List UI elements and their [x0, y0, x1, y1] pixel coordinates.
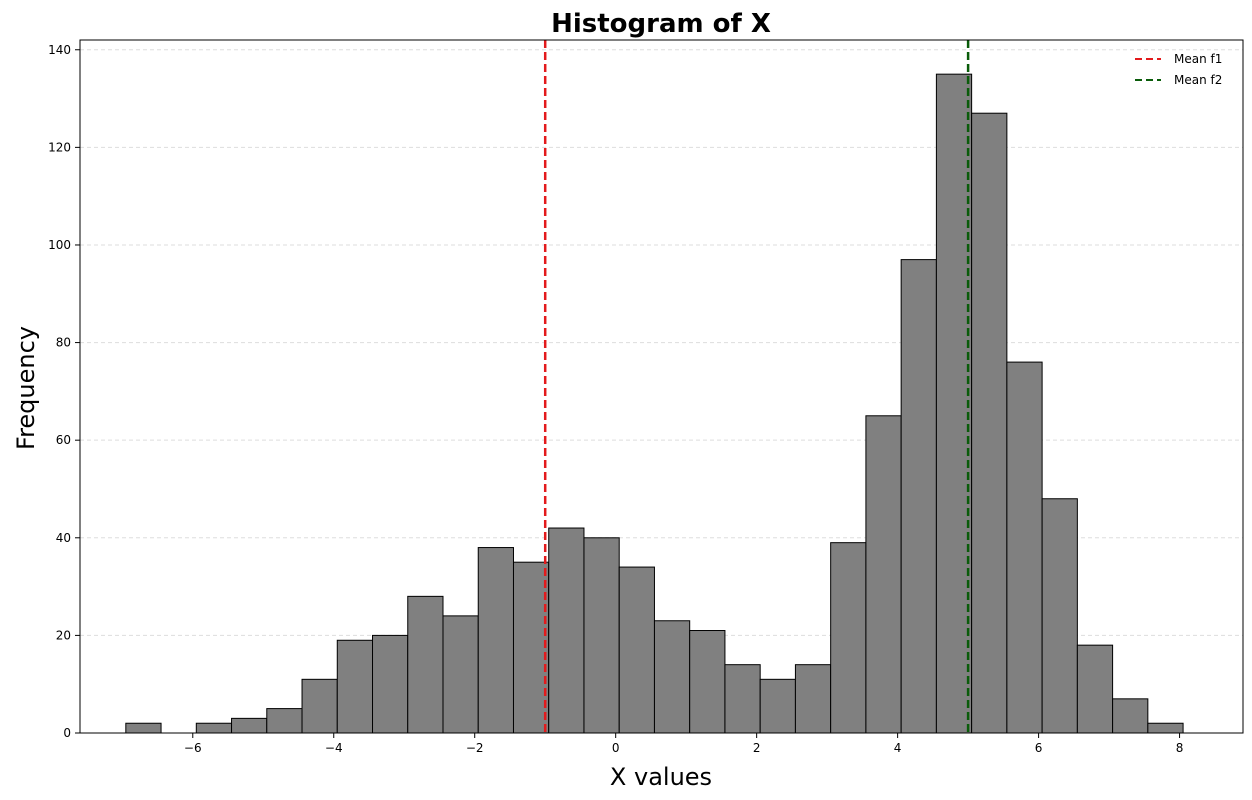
histogram-bar [1147, 722, 1184, 734]
x-axis-ticks: −6 −4 −2 0 2 4 6 8 [184, 733, 1183, 755]
y-tick-label: 80 [56, 336, 71, 350]
y-tick-label: 0 [63, 726, 71, 740]
x-tick-label: −4 [325, 741, 343, 755]
histogram-bar [1112, 698, 1149, 734]
x-tick-label: −2 [466, 741, 484, 755]
y-axis-title: Frequency [12, 326, 40, 450]
histogram-bar [125, 722, 162, 734]
histogram-bar [653, 620, 691, 734]
histogram-bar [195, 722, 233, 734]
histogram-bar [407, 595, 444, 734]
chart-title: Histogram of X [551, 9, 771, 39]
histogram-bar [865, 415, 902, 734]
histogram-bar [301, 678, 338, 734]
histogram-bar [548, 527, 585, 734]
histogram-bar [266, 708, 303, 734]
x-axis-title: X values [610, 763, 712, 791]
histogram-bar [512, 561, 550, 734]
x-tick-label: 0 [612, 741, 620, 755]
legend-label-mean-f2: Mean f2 [1174, 73, 1222, 87]
y-tick-label: 100 [48, 238, 71, 252]
y-axis-ticks: 0 20 40 60 80 100 120 140 [48, 43, 80, 740]
x-tick-label: 6 [1035, 741, 1043, 755]
y-tick-label: 60 [56, 433, 71, 447]
histogram-bar [1076, 644, 1114, 734]
mean-lines-layer [543, 40, 970, 733]
histogram-bar [583, 537, 620, 734]
histogram-bar [372, 634, 409, 734]
histogram-bar [935, 73, 973, 734]
histogram-bar [689, 630, 726, 734]
legend: Mean f1 Mean f2 [1135, 52, 1222, 87]
histogram-bar [618, 566, 655, 734]
histogram-bar [724, 664, 761, 734]
y-tick-label: 140 [48, 43, 71, 57]
plot-frame [79, 39, 1244, 734]
y-tick-label: 20 [56, 628, 71, 642]
histogram-bar [971, 112, 1008, 734]
histogram-bar [794, 664, 832, 734]
histogram-bar [477, 547, 514, 734]
histogram-bar [231, 717, 268, 734]
x-tick-label: 4 [894, 741, 902, 755]
histogram-bar [900, 259, 937, 734]
histogram-bar [442, 615, 479, 734]
y-tick-label: 40 [56, 531, 71, 545]
x-tick-label: 2 [753, 741, 761, 755]
histogram-bar [759, 678, 796, 734]
y-tick-label: 120 [48, 140, 71, 154]
histogram-bar [336, 639, 374, 734]
legend-label-mean-f1: Mean f1 [1174, 52, 1222, 66]
histogram-bar [1006, 361, 1043, 734]
histogram-bar [1041, 498, 1078, 734]
histogram-bar [830, 542, 867, 734]
x-tick-label: −6 [184, 741, 202, 755]
bars-layer [125, 73, 1184, 734]
x-tick-label: 8 [1176, 741, 1184, 755]
